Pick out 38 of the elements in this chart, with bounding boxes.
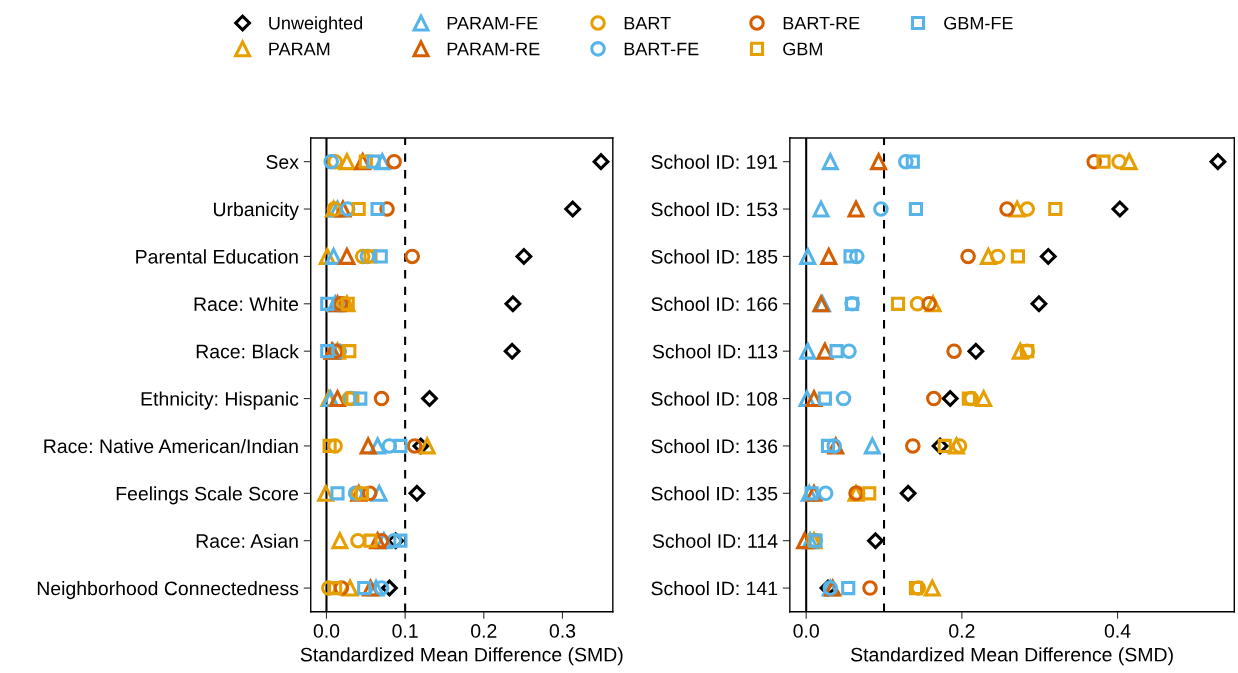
x-tick-label: 0.1 — [392, 624, 418, 638]
legend-label: BART-RE — [783, 16, 860, 30]
y-tick-label: School ID: 135 — [651, 486, 778, 501]
x-tick-label: 0.2 — [949, 624, 975, 638]
y-tick-label: School ID: 185 — [651, 249, 778, 264]
x-axis-title: Standardized Mean Difference (SMD) — [851, 647, 1173, 666]
y-tick-label: Neighborhood Connectedness — [37, 581, 299, 600]
y-tick-label: Parental Education — [136, 249, 298, 264]
y-tick-label: School ID: 153 — [651, 201, 778, 217]
y-tick-label: Urbanicity — [213, 201, 299, 221]
y-tick-label: School ID: 114 — [652, 533, 778, 548]
y-tick-label: Race: Native American/Indian — [44, 438, 298, 454]
y-tick-label: School ID: 136 — [651, 438, 778, 454]
y-tick-label: School ID: 166 — [651, 296, 778, 312]
y-tick-label: School ID: 191 — [651, 154, 778, 169]
y-tick-label: School ID: 108 — [651, 391, 778, 406]
y-tick-label: School ID: 141 — [651, 581, 778, 596]
legend-label: PARAM-RE — [447, 42, 540, 56]
y-tick-label: Race: White — [194, 296, 299, 312]
y-tick-label: School ID: 113 — [652, 344, 778, 359]
x-tick-label: 0.0 — [793, 624, 819, 638]
legend-label: PARAM — [269, 42, 330, 56]
legend-label: GBM — [783, 42, 822, 56]
y-tick-label: Ethnicity: Hispanic — [141, 391, 299, 410]
legend-label: PARAM-FE — [447, 16, 538, 30]
x-tick-label: 0.3 — [549, 624, 576, 638]
legend-label: GBM-FE — [944, 16, 1013, 30]
x-tick-label: 0.4 — [1104, 624, 1131, 638]
legend-label: BART-FE — [624, 42, 699, 56]
x-tick-label: 0.0 — [313, 624, 340, 638]
y-tick-label: Race: Black — [196, 344, 299, 359]
x-axis-title: Standardized Mean Difference (SMD) — [300, 647, 623, 666]
legend-label: BART — [624, 16, 671, 30]
x-tick-label: 0.2 — [471, 624, 497, 638]
y-tick-label: Feelings Scale Score — [116, 486, 299, 505]
legend-label: Unweighted — [269, 16, 363, 34]
y-tick-label: Sex — [266, 155, 299, 169]
y-tick-label: Race: Asian — [196, 533, 298, 548]
